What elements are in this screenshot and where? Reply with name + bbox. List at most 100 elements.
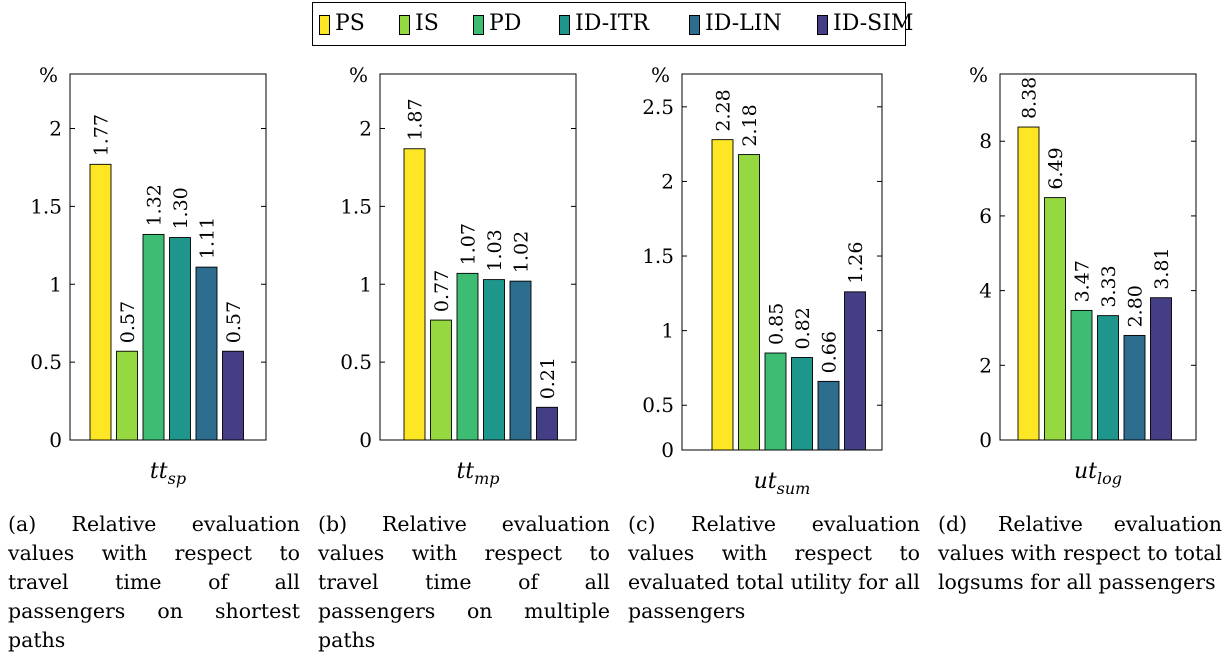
y-tick-label: 2 <box>359 117 372 141</box>
y-unit-label: % <box>349 63 368 87</box>
bar-ps <box>403 148 426 441</box>
y-tick-label: 2.5 <box>642 95 674 119</box>
bar-value-label: 1.03 <box>484 229 506 271</box>
bar-value-label: 1.07 <box>458 223 480 265</box>
y-tick-label: 0 <box>979 428 992 452</box>
y-tick-label: 1 <box>49 272 62 296</box>
bar-id-sim <box>1150 297 1172 441</box>
caption-c: (c) Relative evaluation values with resp… <box>628 512 920 623</box>
legend-label: ID-LIN <box>705 11 782 36</box>
chart-panel-a: 0 0.5 1 1.5 2% 1.77 0.57 1.32 1.301.11 0.57 ttsp <box>30 63 267 488</box>
y-tick-label: 2 <box>49 117 62 141</box>
y-tick-label: 1.5 <box>340 194 372 218</box>
y-tick-label: 1 <box>661 319 674 343</box>
bar-id-itr <box>1097 315 1119 441</box>
bar-pd <box>142 233 165 441</box>
axes-frame <box>69 73 267 441</box>
bar-is <box>738 154 760 451</box>
bar-value-label: 3.47 <box>1072 260 1094 302</box>
bar-ps <box>89 163 112 441</box>
y-tick-label: 1 <box>359 272 372 296</box>
bar-value-label: 0.77 <box>431 270 453 312</box>
bar-id-lin <box>195 266 218 441</box>
x-category-subscript: sum <box>777 479 811 498</box>
chart-panel-b: 0 0.5 1 1.5 2% 1.87 0.771.07 1.03 1.02 0.21 ttmp <box>340 63 577 488</box>
legend-label: ID-SIM <box>833 11 914 36</box>
bar-value-label: 2.18 <box>739 104 761 146</box>
y-tick-label: 1.5 <box>642 244 674 268</box>
bar-value-label: 1.87 <box>405 98 427 140</box>
legend-label: ID-ITR <box>575 11 650 36</box>
bar-id-itr <box>791 357 813 451</box>
bar-is <box>1044 197 1066 441</box>
y-tick-label: 2 <box>661 169 674 193</box>
x-category-main: tt <box>456 459 474 484</box>
bar-pd <box>456 272 479 441</box>
y-tick-label: 0 <box>49 428 62 452</box>
y-unit-label: % <box>651 63 670 87</box>
legend-swatch <box>473 15 484 35</box>
x-category-subscript: log <box>1097 469 1122 488</box>
caption-d: (d) Relative evaluation values with resp… <box>938 512 1222 594</box>
bar-value-label: 0.85 <box>766 303 788 345</box>
y-tick-label: 8 <box>979 129 992 153</box>
x-category-label: ttmp <box>456 459 499 488</box>
bar-id-lin <box>817 380 840 451</box>
bar-value-label: 1.26 <box>845 242 867 284</box>
bar-value-label: 3.33 <box>1098 265 1120 307</box>
y-tick-label: 0.5 <box>30 350 62 374</box>
bar-value-label: 1.02 <box>511 231 533 273</box>
legend-swatch <box>689 15 700 35</box>
bar-id-sim <box>222 350 244 441</box>
bar-value-label: 6.49 <box>1045 147 1067 189</box>
bar-ps <box>711 139 734 451</box>
y-tick-label: 1.5 <box>30 194 62 218</box>
bar-id-itr <box>169 237 191 441</box>
bar-value-label: 1.77 <box>91 114 113 156</box>
bar-pd <box>1070 309 1093 441</box>
chart-panel-c: 0.5 1 1.5 2 2.5 0% 2.28 2.18 0.85 0.820.66 1.26 uts… <box>642 63 883 498</box>
x-category-label: utlog <box>1074 459 1122 488</box>
x-category-main: tt <box>150 459 168 484</box>
y-unit-label: % <box>39 63 58 87</box>
legend-label: PS <box>335 11 365 36</box>
legend-swatch <box>559 15 570 35</box>
bar-value-label: 2.28 <box>713 89 735 131</box>
x-category-main: ut <box>754 469 777 494</box>
caption-b: (b) Relative evaluation values with resp… <box>318 512 610 652</box>
chart-panel-d: 0 2 4 6 8% 8.38 6.49 3.47 3.33 2.803.81 utlog <box>969 63 1197 488</box>
bar-value-label: 2.80 <box>1125 285 1147 327</box>
y-tick-label: 2 <box>979 353 992 377</box>
caption-a: (a) Relative evaluation values with resp… <box>8 512 300 652</box>
legend-swatch <box>399 15 410 35</box>
legend-swatch <box>319 15 330 35</box>
bar-value-label: 3.81 <box>1151 247 1173 289</box>
bar-value-label: 0.57 <box>223 301 245 343</box>
bar-id-sim <box>844 291 866 451</box>
bar-value-label: 0.66 <box>819 331 841 373</box>
y-tick-label: 4 <box>979 279 992 303</box>
x-category-main: ut <box>1074 459 1097 484</box>
bar-value-label: 1.32 <box>144 184 166 226</box>
x-category-subscript: mp <box>474 469 499 488</box>
y-tick-label: 0.5 <box>340 350 372 374</box>
y-unit-label: % <box>969 63 988 87</box>
legend-label: PD <box>489 11 522 36</box>
bar-id-lin <box>509 280 532 441</box>
x-category-subscript: sp <box>168 469 186 488</box>
legend-label: IS <box>415 11 439 36</box>
chart-legend: PS IS PD ID-ITR ID-LIN ID-SIM <box>312 2 913 46</box>
bar-value-label: 0.82 <box>792 307 814 349</box>
bar-pd <box>764 352 787 451</box>
legend-swatch <box>817 15 828 35</box>
bar-value-label: 1.11 <box>197 217 219 259</box>
bar-ps <box>1017 126 1040 441</box>
y-tick-label: 6 <box>979 204 992 228</box>
bar-value-label: 0.57 <box>117 301 139 343</box>
y-tick-label: 0 <box>661 438 674 462</box>
bar-value-label: 8.38 <box>1019 77 1041 119</box>
bar-id-itr <box>483 279 505 441</box>
x-category-label: utsum <box>754 469 811 498</box>
bar-value-label: 0.21 <box>537 357 559 399</box>
x-category-label: ttsp <box>150 459 186 488</box>
